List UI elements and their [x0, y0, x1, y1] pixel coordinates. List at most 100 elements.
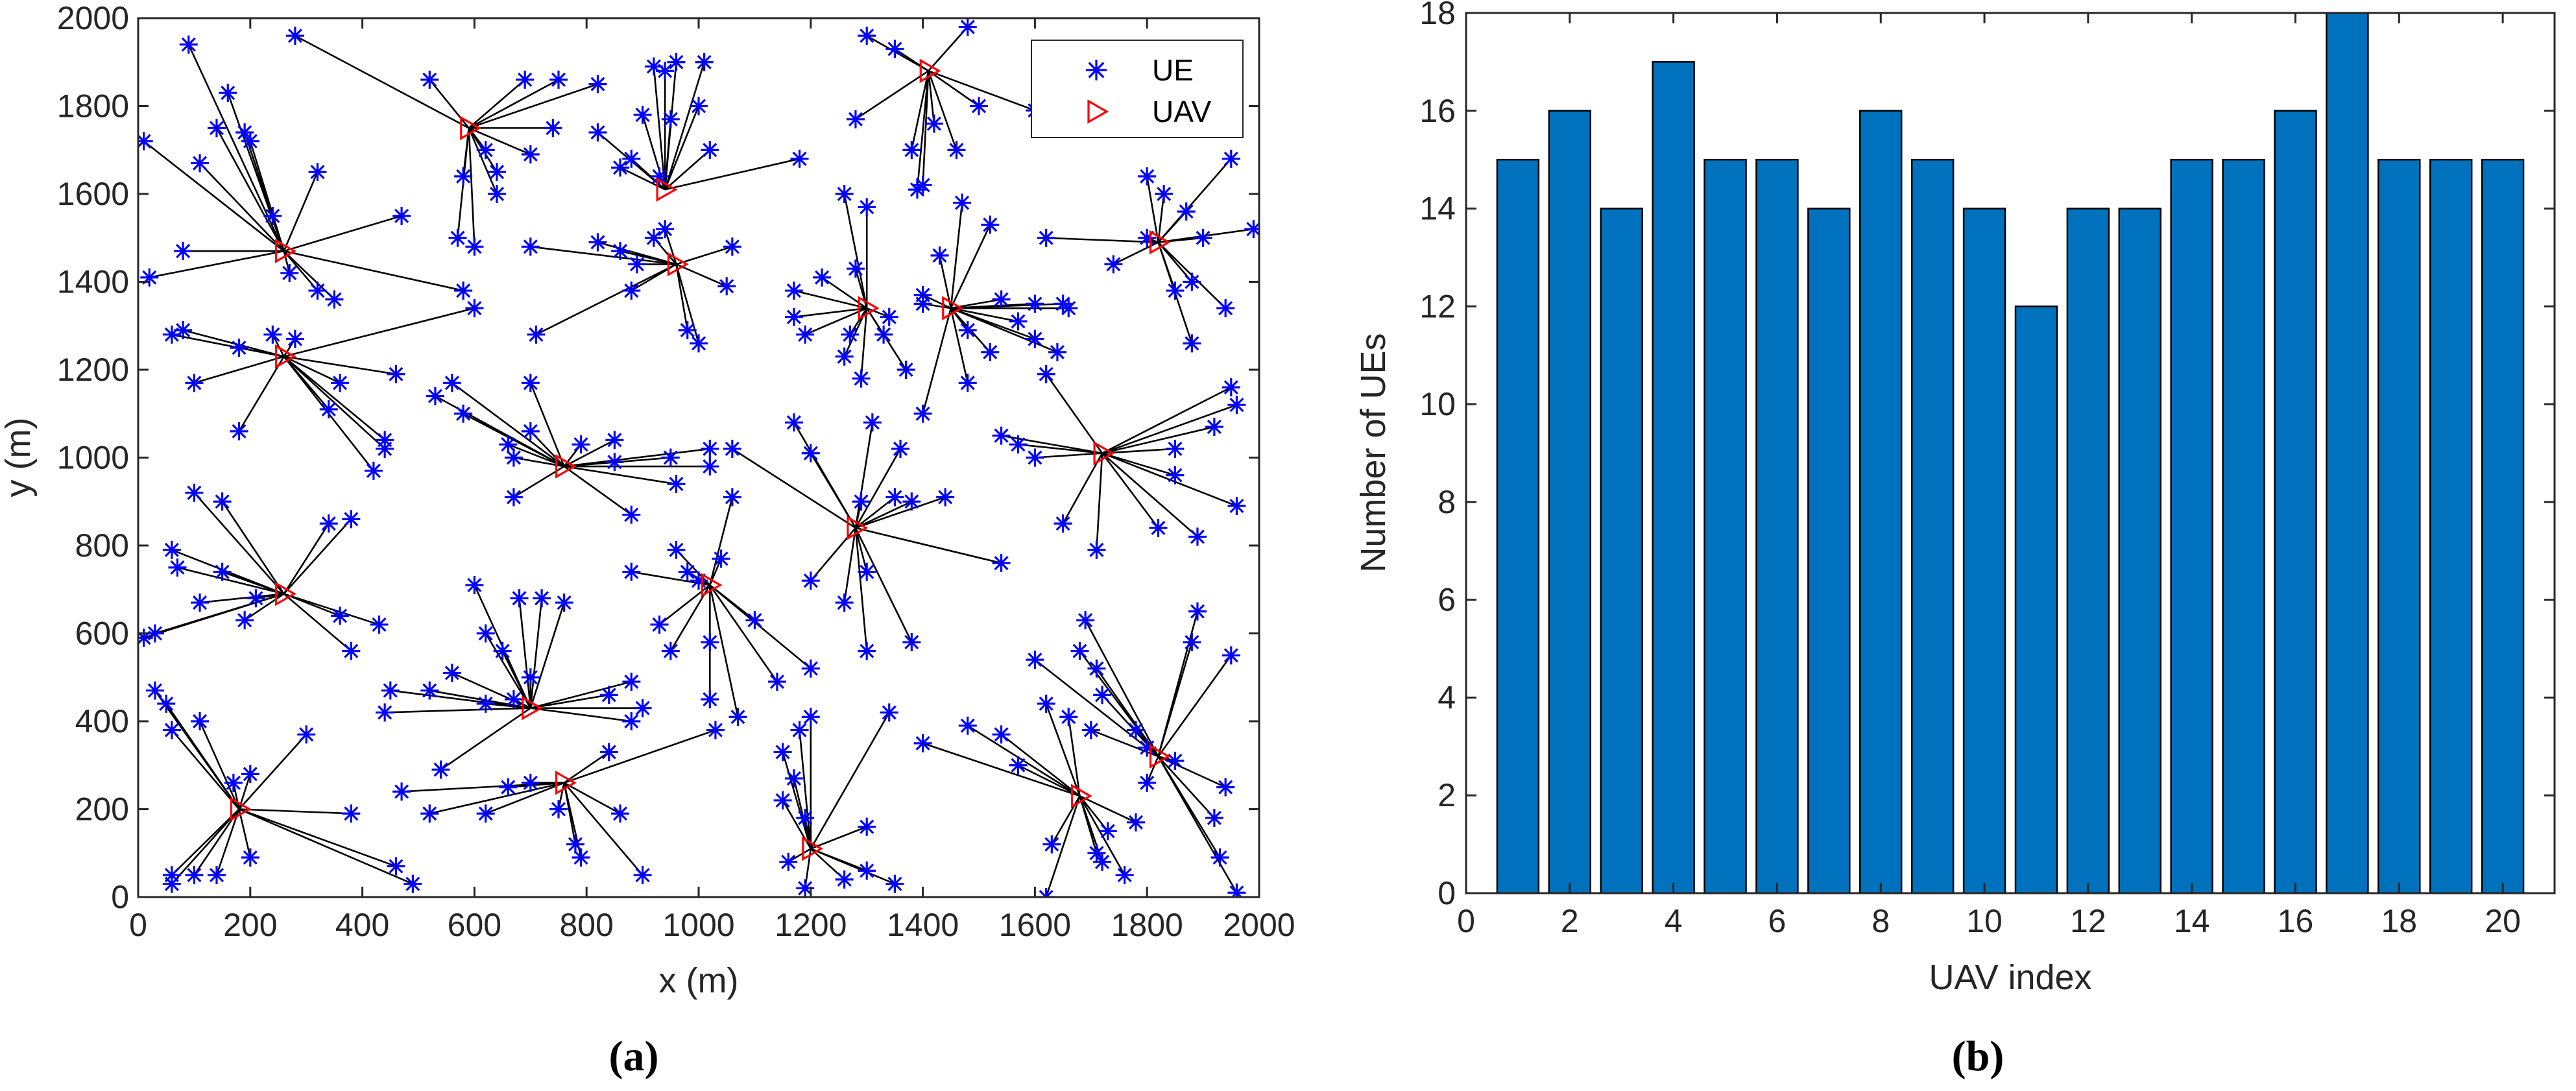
ue-point [958, 18, 977, 36]
scatter-x-tick-label: 1600 [999, 907, 1071, 943]
ue-uav-link [732, 448, 856, 529]
scatter-x-ticks: 0 200 400 600 800 1000 1200 1400 1600 1800 2000 [129, 18, 1295, 943]
ue-uav-link [564, 465, 677, 485]
ue-point [325, 290, 344, 309]
ue-uav-link [429, 782, 564, 815]
ue-point [723, 488, 741, 507]
ue-point [521, 668, 540, 687]
ue-uav-link [221, 501, 285, 595]
ue-point [207, 866, 226, 885]
ue-point [376, 703, 394, 722]
ue-point [1149, 518, 1168, 537]
ue-point [364, 461, 383, 480]
ue-point [1026, 448, 1044, 467]
ue-point [1087, 540, 1106, 559]
ue-uav-link [950, 307, 1018, 322]
ue-point [678, 321, 697, 340]
bar-x-tick-label: 18 [2381, 903, 2417, 939]
ue-uav-link [810, 453, 857, 529]
ue-uav-link [855, 70, 929, 120]
bar-chart: 0 2 4 6 8 10 12 14 16 18 20 0 2 4 6 8 10 12 14 16 18 UAV in… [1354, 0, 2556, 997]
uav-point [847, 516, 869, 540]
ue-point [1138, 167, 1157, 186]
ue-uav-link [563, 751, 610, 784]
ue-point [370, 615, 389, 634]
uav-markers [230, 58, 1171, 861]
ue-point [465, 575, 484, 594]
uav-point [1093, 440, 1115, 466]
ue-uav-link [239, 808, 396, 867]
uav-point [460, 115, 481, 141]
scatter-y-tick-label: 1800 [57, 88, 129, 125]
bar [1548, 110, 1592, 894]
scatter-x-tick-label: 1000 [662, 907, 734, 943]
scatter-x-tick-label: 0 [129, 907, 147, 943]
ue-uav-link [922, 307, 952, 414]
bar [1910, 158, 1955, 894]
ue-point [1227, 396, 1246, 414]
ue-point [1026, 651, 1044, 669]
ue-point [701, 690, 719, 709]
ue-point [930, 246, 949, 265]
ue-uav-link [709, 584, 778, 682]
ue-point [661, 448, 680, 467]
ue-point [981, 342, 1000, 361]
ue-point [992, 290, 1011, 309]
ue-point [499, 778, 518, 797]
scatter-y-ticks: 0 200 400 600 800 1000 1200 1400 1600 1800 2000 [57, 0, 1259, 915]
ue-uav-link [222, 571, 285, 595]
ue-uav-link [843, 193, 868, 309]
uav-point [230, 797, 252, 822]
ue-point [1222, 149, 1240, 168]
ue-uav-link [529, 602, 565, 709]
ue-uav-link [283, 215, 402, 252]
ue-point [773, 743, 792, 761]
ue-uav-link [154, 593, 285, 634]
ue-uav-link [916, 71, 930, 190]
ue-point [953, 193, 972, 212]
ue-point [767, 673, 786, 691]
ue-uav-link [1157, 654, 1232, 757]
ue-point [1216, 778, 1235, 797]
ue-point [835, 593, 854, 612]
ue-uav-link [664, 62, 705, 190]
ue-point [241, 848, 259, 867]
ue-uav-link [485, 632, 531, 709]
ue-uav-link [283, 250, 464, 292]
bar [2274, 110, 2317, 894]
ue-uav-link [664, 106, 700, 190]
ue-point [1098, 822, 1117, 841]
ue-point [880, 307, 898, 326]
ue-point [1104, 255, 1123, 274]
legend-ue-label: UE [1152, 53, 1194, 87]
ue-point [992, 554, 1011, 573]
ue-point [1227, 883, 1246, 897]
ue-point [784, 282, 803, 300]
ue-point [885, 488, 904, 507]
ue-markers [138, 18, 1259, 897]
ue-point [162, 540, 181, 559]
ue-point [544, 119, 562, 138]
ue-uav-link [468, 83, 598, 129]
ue-uav-link [283, 593, 379, 626]
ue-uav-link [664, 119, 672, 190]
ue-point [796, 325, 815, 344]
scatter-x-tick-label: 400 [335, 907, 389, 943]
ue-point [493, 641, 512, 660]
ue-point [476, 624, 495, 643]
ue-uav-link [854, 527, 868, 651]
ue-point [387, 857, 405, 876]
ue-point [1048, 342, 1066, 361]
bars [1496, 12, 2525, 894]
ue-point [1009, 312, 1028, 331]
ue-point [599, 743, 618, 761]
ue-uav-link [1045, 374, 1103, 454]
ue-uav-link [283, 171, 319, 252]
ue-uav-link [529, 598, 543, 708]
ue-point [1093, 852, 1112, 871]
ue-point [487, 185, 506, 203]
ue-point [1183, 334, 1201, 353]
ue-point [572, 848, 590, 867]
ue-uav-link [385, 707, 531, 713]
ue-point [796, 879, 815, 897]
